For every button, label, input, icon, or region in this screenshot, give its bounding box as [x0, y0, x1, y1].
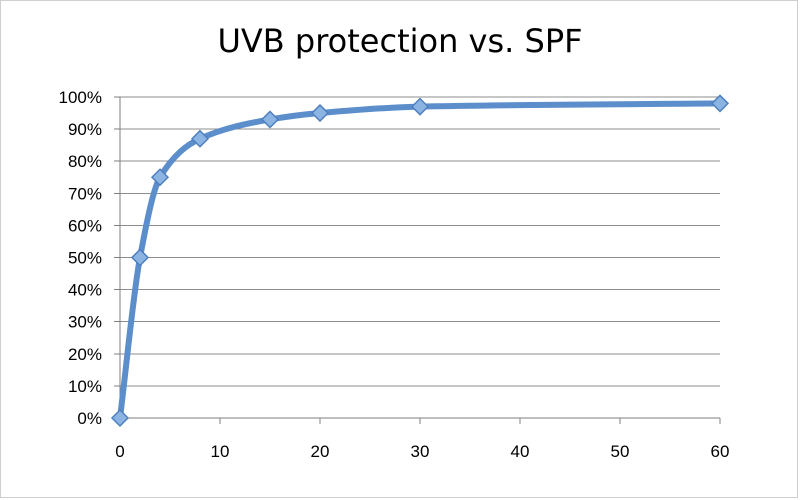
x-tick-label: 20 — [311, 442, 330, 461]
tick-label-layer: 0% 10% 20% 30% 40% 50% 60% 70% 80% 90% 100% 0 10 20 30… — [59, 88, 730, 461]
data-point-marker — [260, 110, 280, 129]
y-tick-label: 70% — [68, 184, 102, 203]
data-point-marker — [150, 168, 170, 187]
x-tick-label: 50 — [611, 442, 630, 461]
axis-layer — [114, 96, 721, 424]
series-line — [117, 100, 723, 421]
series-layer — [117, 100, 723, 421]
data-point-marker — [190, 129, 210, 148]
x-tick-label: 60 — [711, 442, 730, 461]
y-tick-label: 80% — [68, 152, 102, 171]
data-point-marker — [110, 408, 130, 428]
y-tick-label: 0% — [77, 409, 102, 428]
grid-layer — [120, 96, 720, 387]
marker-layer — [110, 94, 730, 428]
x-tick-label: 0 — [115, 442, 124, 461]
y-tick-label: 60% — [68, 216, 102, 235]
data-point-marker — [130, 248, 150, 267]
y-tick-label: 10% — [68, 377, 102, 396]
chart-title: UVB protection vs. SPF — [217, 22, 583, 60]
x-tick-label: 30 — [411, 442, 430, 461]
data-point-marker — [410, 97, 430, 116]
data-point-marker — [710, 94, 730, 113]
data-point-marker — [310, 103, 330, 123]
y-tick-label: 90% — [68, 120, 102, 139]
y-tick-label: 100% — [59, 88, 102, 107]
y-tick-label: 30% — [68, 313, 102, 332]
y-tick-label: 20% — [68, 345, 102, 364]
x-tick-label: 10 — [211, 442, 230, 461]
y-tick-label: 40% — [68, 281, 102, 300]
x-tick-label: 40 — [511, 442, 530, 461]
y-tick-label: 50% — [68, 249, 102, 268]
